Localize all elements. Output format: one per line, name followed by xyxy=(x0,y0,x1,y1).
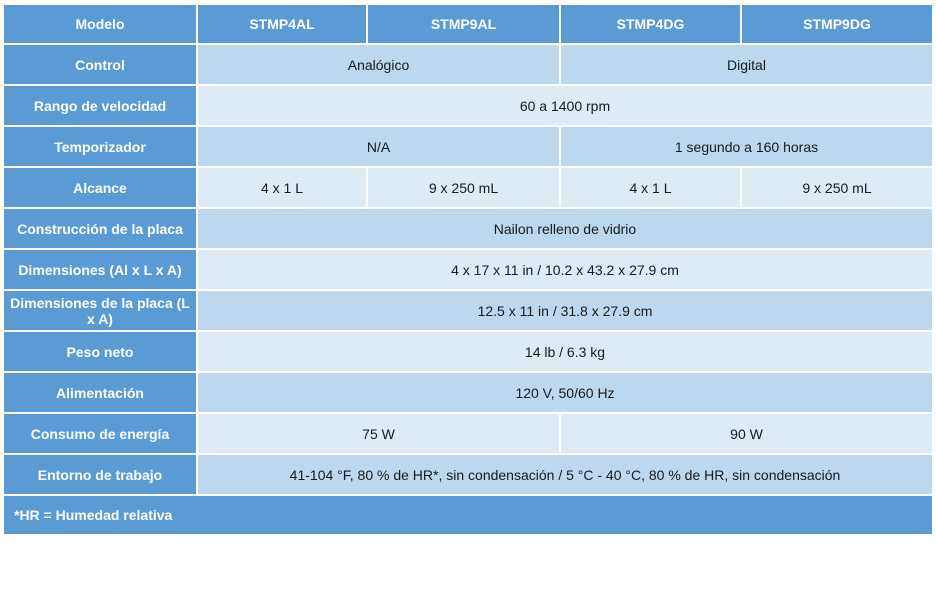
footnote-row: *HR = Humedad relativa xyxy=(2,494,934,536)
power-value: 120 V, 50/60 Hz xyxy=(196,371,934,414)
row-plate-dimensions: Dimensiones de la placa (L x A) 12.5 x 1… xyxy=(2,289,934,332)
capacity-value: 9 x 250 mL xyxy=(366,166,561,209)
capacity-value: 4 x 1 L xyxy=(196,166,368,209)
row-label: Consumo de energía xyxy=(2,412,198,455)
row-label: Alcance xyxy=(2,166,198,209)
row-label: Temporizador xyxy=(2,125,198,168)
weight-value: 14 lb / 6.3 kg xyxy=(196,330,934,373)
row-capacity: Alcance 4 x 1 L 9 x 250 mL 4 x 1 L 9 x 2… xyxy=(2,166,934,209)
plate-dimensions-value: 12.5 x 11 in / 31.8 x 27.9 cm xyxy=(196,289,934,332)
row-weight: Peso neto 14 lb / 6.3 kg xyxy=(2,330,934,373)
timer-analog-value: N/A xyxy=(196,125,561,168)
row-power: Alimentación 120 V, 50/60 Hz xyxy=(2,371,934,414)
footnote: *HR = Humedad relativa xyxy=(2,494,934,536)
speed-value: 60 a 1400 rpm xyxy=(196,84,934,127)
row-label: Control xyxy=(2,43,198,86)
model-stmp9al: STMP9AL xyxy=(366,3,561,45)
row-label: Alimentación xyxy=(2,371,198,414)
row-label: Dimensiones (Al x L x A) xyxy=(2,248,198,291)
row-label: Rango de velocidad xyxy=(2,84,198,127)
timer-digital-value: 1 segundo a 160 horas xyxy=(559,125,934,168)
capacity-value: 9 x 250 mL xyxy=(740,166,934,209)
row-consumption: Consumo de energía 75 W 90 W xyxy=(2,412,934,455)
row-timer: Temporizador N/A 1 segundo a 160 horas xyxy=(2,125,934,168)
consumption-digital-value: 90 W xyxy=(559,412,934,455)
row-dimensions: Dimensiones (Al x L x A) 4 x 17 x 11 in … xyxy=(2,248,934,291)
plate-build-value: Nailon relleno de vidrio xyxy=(196,207,934,250)
header-row: Modelo STMP4AL STMP9AL STMP4DG STMP9DG xyxy=(2,3,934,45)
row-label: Peso neto xyxy=(2,330,198,373)
model-stmp4dg: STMP4DG xyxy=(559,3,742,45)
model-stmp9dg: STMP9DG xyxy=(740,3,934,45)
control-analog-value: Analógico xyxy=(196,43,561,86)
row-speed: Rango de velocidad 60 a 1400 rpm xyxy=(2,84,934,127)
row-environment: Entorno de trabajo 41-104 °F, 80 % de HR… xyxy=(2,453,934,496)
environment-value: 41-104 °F, 80 % de HR*, sin condensación… xyxy=(196,453,934,496)
model-stmp4al: STMP4AL xyxy=(196,3,368,45)
consumption-analog-value: 75 W xyxy=(196,412,561,455)
row-label: Dimensiones de la placa (L x A) xyxy=(2,289,198,332)
row-label: Entorno de trabajo xyxy=(2,453,198,496)
dimensions-value: 4 x 17 x 11 in / 10.2 x 43.2 x 27.9 cm xyxy=(196,248,934,291)
row-control: Control Analógico Digital xyxy=(2,43,934,86)
spec-table: Modelo STMP4AL STMP9AL STMP4DG STMP9DG C… xyxy=(2,3,934,536)
header-label: Modelo xyxy=(2,3,198,45)
row-plate-build: Construcción de la placa Nailon relleno … xyxy=(2,207,934,250)
control-digital-value: Digital xyxy=(559,43,934,86)
capacity-value: 4 x 1 L xyxy=(559,166,742,209)
row-label: Construcción de la placa xyxy=(2,207,198,250)
